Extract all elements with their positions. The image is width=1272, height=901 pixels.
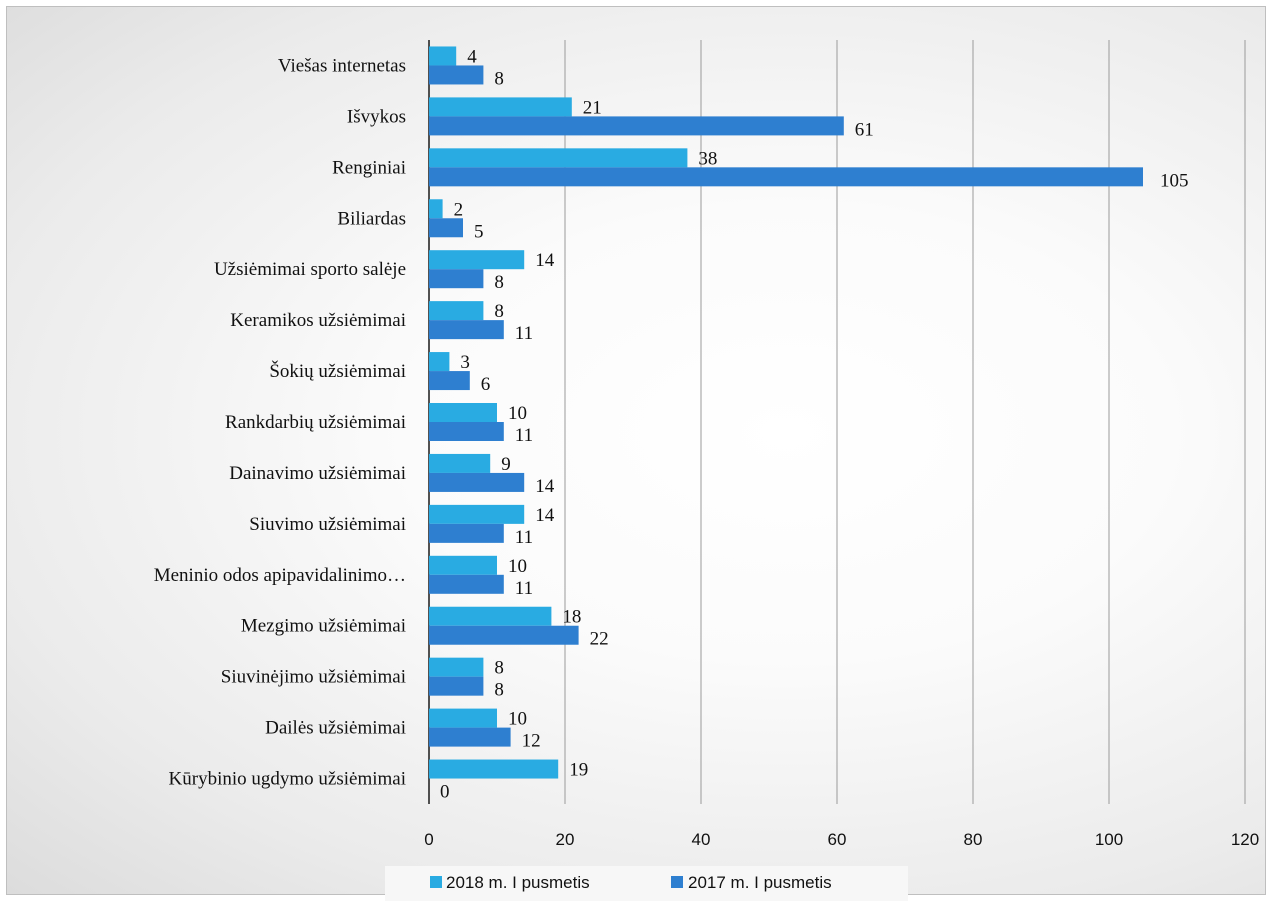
- bar-2018: [429, 555, 497, 575]
- legend-label-2017: 2017 m. I pusmetis: [688, 873, 832, 892]
- bar-2018: [429, 453, 491, 473]
- bar-2017: [429, 320, 504, 340]
- category-label: Meninio odos apipavidalinimo…: [154, 565, 406, 586]
- data-label-2017: 22: [590, 629, 609, 650]
- data-label-2018: 10: [508, 556, 527, 577]
- x-tick-label: 60: [828, 830, 847, 849]
- data-label-2017: 14: [535, 476, 555, 497]
- data-label-2018: 38: [698, 148, 717, 169]
- data-label-2018: 10: [508, 709, 527, 730]
- data-label-2017: 11: [515, 527, 533, 548]
- bar-2018: [429, 352, 450, 372]
- data-label-2017: 8: [494, 68, 504, 89]
- bar-2018: [429, 301, 484, 321]
- data-label-2017: 6: [481, 374, 491, 395]
- x-axis-tick-labels: 0 20 40 60 80 100 120: [424, 830, 1259, 849]
- data-label-2018: 8: [494, 658, 504, 679]
- bar-2018: [429, 148, 688, 168]
- data-label-2018: 3: [460, 352, 470, 373]
- legend-item-2017: 2017 m. I pusmetis: [671, 873, 832, 892]
- category-labels: Viešas internetas Išvykos Renginiai Biliard…: [154, 55, 406, 789]
- x-tick-label: 20: [556, 830, 575, 849]
- bar-2017: [429, 472, 525, 492]
- category-label: Kūrybinio ugdymo užsiėmimai: [169, 769, 406, 790]
- legend: 2018 m. I pusmetis 2017 m. I pusmetis: [385, 866, 908, 901]
- data-label-2018: 9: [501, 454, 511, 475]
- data-label-2017: 11: [515, 323, 533, 344]
- category-label: Rankdarbių užsiėmimai: [225, 412, 406, 433]
- value-labels: 4821613810525148811361011914141110111822…: [440, 46, 1189, 802]
- category-label: Užsiėmimai sporto salėje: [214, 259, 406, 280]
- legend-swatch-2017: [671, 876, 683, 888]
- category-label: Siuvimo užsiėmimai: [249, 514, 406, 535]
- data-label-2018: 19: [569, 760, 588, 781]
- category-label: Renginiai: [332, 157, 406, 178]
- data-label-2017: 8: [494, 272, 504, 293]
- category-label: Dailės užsiėmimai: [265, 718, 406, 739]
- data-label-2018: 8: [494, 301, 504, 322]
- data-label-2017: 12: [522, 731, 541, 752]
- bar-2018: [429, 403, 497, 422]
- bar-2018: [429, 606, 552, 626]
- x-tick-label: 40: [692, 830, 711, 849]
- bar-2017: [429, 116, 844, 136]
- legend-item-2018: 2018 m. I pusmetis: [430, 873, 590, 892]
- data-label-2018: 14: [535, 250, 555, 271]
- x-tick-label: 0: [424, 830, 433, 849]
- bar-2017: [429, 218, 463, 238]
- category-label: Šokių užsiėmimai: [269, 360, 406, 382]
- bar-2018: [429, 250, 525, 270]
- bar-2017: [429, 65, 484, 85]
- data-label-2017: 8: [494, 680, 504, 701]
- legend-swatch-2018: [430, 876, 442, 888]
- x-tick-label: 100: [1095, 830, 1123, 849]
- data-label-2017: 11: [515, 578, 533, 599]
- category-label: Biliardas: [337, 208, 406, 229]
- data-label-2018: 18: [562, 607, 581, 628]
- bar-2018: [429, 504, 525, 524]
- data-label-2018: 4: [467, 46, 477, 67]
- bar-2017: [429, 676, 484, 696]
- data-label-2017: 61: [855, 119, 874, 140]
- x-tick-label: 120: [1231, 830, 1259, 849]
- bar-2018: [429, 46, 457, 66]
- data-label-2018: 10: [508, 403, 527, 424]
- bar-2017: [429, 625, 579, 645]
- category-label: Mezgimo užsiėmimai: [241, 616, 406, 637]
- data-label-2018: 2: [454, 199, 464, 220]
- category-label: Siuvinėjimo užsiėmimai: [221, 667, 406, 688]
- bar-2018: [429, 708, 497, 728]
- bar-2017: [429, 574, 504, 594]
- data-label-2017: 11: [515, 425, 533, 446]
- bar-2018: [429, 759, 559, 779]
- category-label: Viešas internetas: [278, 55, 406, 76]
- bar-2017: [429, 727, 511, 747]
- bar-2018: [429, 657, 484, 677]
- bars: [429, 46, 1143, 779]
- bar-2017: [429, 523, 504, 543]
- x-tick-label: 80: [964, 830, 983, 849]
- data-label-2017: 0: [440, 782, 450, 803]
- category-label: Dainavimo užsiėmimai: [229, 463, 406, 484]
- bar-2017: [429, 269, 484, 289]
- category-label: Išvykos: [347, 106, 406, 127]
- category-label: Keramikos užsiėmimai: [230, 310, 406, 331]
- data-label-2018: 21: [583, 97, 602, 118]
- legend-background: [385, 866, 908, 901]
- bar-2017: [429, 371, 470, 391]
- data-label-2017: 5: [474, 221, 484, 242]
- data-label-2017: 105: [1160, 170, 1189, 191]
- bar-2017: [429, 167, 1143, 187]
- data-label-2018: 14: [535, 505, 555, 526]
- bar-2018: [429, 97, 572, 117]
- legend-label-2018: 2018 m. I pusmetis: [446, 873, 590, 892]
- bar-2018: [429, 199, 443, 219]
- bar-2017: [429, 422, 504, 441]
